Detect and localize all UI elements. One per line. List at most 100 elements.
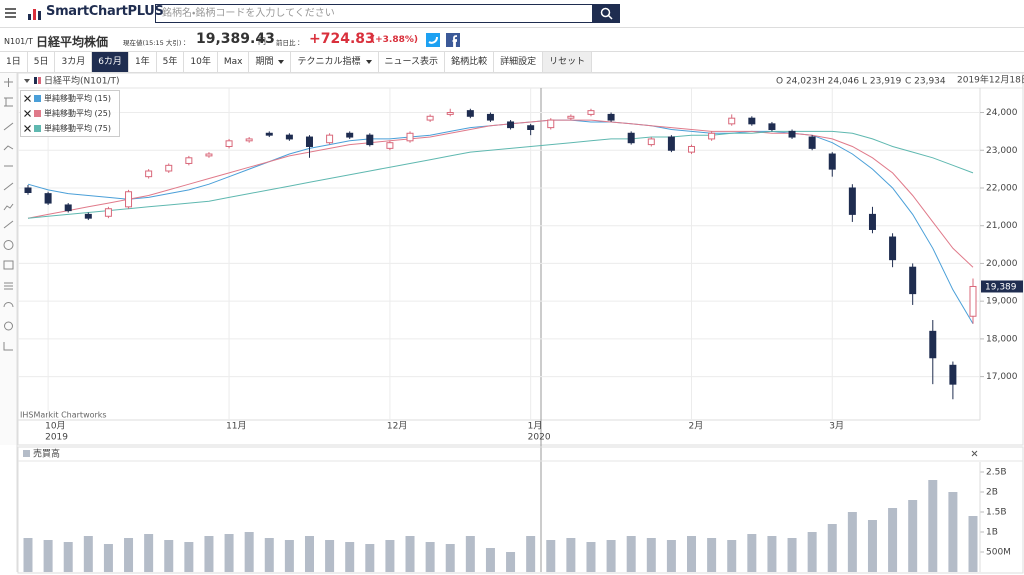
candle-body	[768, 123, 776, 131]
volume-bar	[626, 536, 636, 572]
toolbar-button[interactable]: ニュース表示	[379, 52, 446, 72]
toolbar-button[interactable]: テクニカル指標	[291, 52, 379, 72]
collapse-arrow[interactable]	[24, 79, 30, 83]
remove-icon[interactable]	[24, 125, 31, 132]
volume-bar	[164, 540, 174, 572]
volume-bar	[325, 540, 335, 572]
candle-body	[587, 110, 595, 115]
toolbar-button[interactable]: 6カ月	[92, 52, 129, 72]
volume-bar	[968, 516, 978, 572]
share-icons[interactable]	[426, 33, 460, 47]
last-price-tag	[981, 280, 1023, 293]
volume-bar	[867, 520, 877, 572]
legend-item[interactable]: 単純移動平均 (75)	[21, 121, 119, 136]
volume-title: 売買高	[33, 448, 60, 460]
candle-body	[688, 145, 696, 153]
chart-title: 日経平均(N101/T)	[44, 75, 119, 87]
y-tick-label: 23,000	[986, 146, 1018, 156]
candle-body	[305, 136, 313, 147]
candle-body	[607, 113, 615, 121]
toolbar-button[interactable]: 詳細設定	[494, 52, 544, 72]
volume-bar	[304, 536, 314, 572]
volume-bar	[365, 544, 375, 572]
volume-bar	[908, 500, 918, 572]
x-tick-label: 3月	[829, 421, 844, 432]
legend-label: 単純移動平均 (25)	[44, 109, 111, 118]
candle-body	[828, 153, 836, 170]
volume-bar	[948, 492, 958, 572]
candle-body	[84, 213, 92, 219]
candle-body	[285, 134, 293, 140]
volume-bar	[345, 542, 355, 572]
toolbar-button[interactable]: 銘柄比較	[445, 52, 495, 72]
toolbar-button[interactable]: 期間	[249, 52, 292, 72]
volume-bar	[204, 536, 214, 572]
volume-bar	[707, 538, 717, 572]
x-tick-label: 1月	[528, 421, 543, 432]
x-tick-label: 12月	[387, 421, 407, 432]
y-tick-label: 18,000	[986, 334, 1018, 344]
toolbar-button[interactable]: 5日	[28, 52, 56, 72]
toolbar-button[interactable]: 10年	[184, 52, 218, 72]
legend-item[interactable]: 単純移動平均 (15)	[21, 91, 119, 106]
volume-bar	[264, 538, 274, 572]
price-caption: 現在値(15:15 大引)：	[123, 39, 188, 47]
candle-body	[446, 112, 454, 115]
search-button[interactable]	[593, 4, 620, 23]
candle-body	[647, 138, 655, 146]
candle-body	[326, 134, 334, 144]
volume-bar	[526, 536, 536, 572]
volume-bar	[244, 532, 254, 572]
candle-body	[125, 191, 133, 208]
date-label: 2019年12月18日	[957, 74, 1024, 86]
candle-body	[265, 132, 273, 136]
y-tick-label: 24,000	[986, 108, 1018, 118]
y-tick-label: 2.5B	[986, 468, 1007, 478]
price: 19,389.43	[196, 31, 275, 47]
toolbar-button[interactable]: 5年	[157, 52, 185, 72]
remove-icon[interactable]	[24, 95, 31, 102]
remove-icon[interactable]	[24, 110, 31, 117]
candle-body	[708, 132, 716, 140]
volume-bar	[83, 536, 93, 572]
change: +724.83	[309, 31, 375, 47]
candle-body	[728, 117, 736, 125]
stock-name: 日経平均株価	[36, 35, 109, 49]
volume-bar	[687, 536, 697, 572]
volume-bar	[284, 540, 294, 572]
candle-body	[848, 187, 856, 215]
volume-bar	[807, 532, 817, 572]
ma-line	[27, 130, 974, 219]
volume-bar	[767, 536, 777, 572]
candle-body	[808, 136, 816, 149]
legend-item[interactable]: 単純移動平均 (25)	[21, 106, 119, 121]
toolbar-button[interactable]: 1年	[129, 52, 157, 72]
y-tick-label: 20,000	[986, 259, 1018, 269]
tools[interactable]	[3, 78, 14, 351]
ohlc-close: C 23,934	[905, 77, 946, 87]
legend-label: 単純移動平均 (75)	[44, 124, 111, 133]
x-tick-sublabel: 2019	[45, 433, 68, 443]
volume-bar	[666, 540, 676, 572]
change-pct: (+3.88%)	[371, 35, 418, 45]
toolbar-button[interactable]: リセット	[543, 52, 593, 72]
volume-bar	[506, 552, 516, 572]
close-volume[interactable]	[971, 450, 978, 457]
y-tick-label: 21,000	[986, 221, 1018, 231]
volume-bar	[425, 542, 435, 572]
logo[interactable]: SmartChartPLUS	[46, 4, 164, 19]
grid	[18, 88, 980, 420]
volume-bar	[23, 538, 33, 572]
y-tick-label: 17,000	[986, 372, 1018, 382]
toolbar-button[interactable]: 3カ月	[55, 52, 93, 72]
toolbar-button[interactable]: Max	[218, 52, 250, 72]
search-input[interactable]: 銘柄名・銘柄コードを入力してください	[155, 4, 593, 23]
price-unit: 円	[258, 37, 266, 46]
watermark: IHSMarkit Chartworks	[20, 411, 107, 420]
toolbar-button[interactable]: 1日	[0, 52, 28, 72]
legend: 単純移動平均 (15) 単純移動平均 (25) 単純移動平均 (75)	[20, 90, 120, 137]
menu[interactable]	[5, 8, 16, 18]
candle-body	[627, 132, 635, 144]
